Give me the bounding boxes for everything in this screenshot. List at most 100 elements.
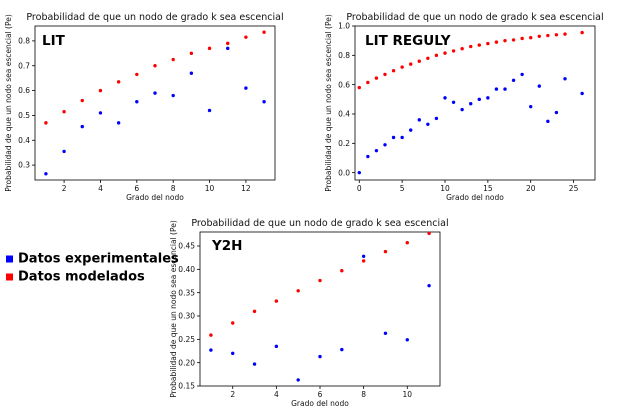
data-point: [262, 100, 266, 104]
data-point: [226, 46, 230, 51]
legend-swatch: [6, 273, 13, 281]
x-axis-label: Grado del nodo: [446, 193, 504, 202]
y-tick-label: 0.6: [338, 80, 350, 89]
data-point: [252, 362, 257, 366]
y-tick-label: 0.4: [18, 136, 30, 145]
data-point: [554, 33, 559, 37]
data-point: [460, 107, 464, 112]
y-axis-label: Probabilidad de que un nodo sea escencia…: [4, 14, 13, 192]
data-point: [44, 172, 48, 176]
data-point: [503, 38, 507, 43]
x-axis-label: Grado del nodo: [126, 193, 184, 202]
data-point: [537, 84, 541, 88]
x-tick-label: 20: [526, 184, 536, 193]
data-point: [62, 109, 66, 114]
x-tick-label: 2: [62, 184, 67, 193]
data-point: [529, 36, 533, 40]
data-point: [469, 44, 473, 49]
y-tick-label: 0.35: [178, 288, 195, 297]
data-point: [391, 135, 396, 140]
series-modelled: [357, 30, 584, 90]
data-point: [296, 378, 300, 382]
data-point: [434, 116, 439, 121]
x-tick-label: 2: [230, 390, 235, 399]
data-point: [580, 30, 584, 35]
data-point: [171, 93, 175, 98]
data-point: [44, 121, 48, 125]
data-point: [252, 309, 257, 314]
data-point: [494, 87, 499, 91]
y-tick-label: 0.3: [18, 161, 30, 170]
data-point: [366, 80, 370, 85]
y-axis-label: Probabilidad de que un nodo sea escencia…: [324, 14, 333, 192]
y-tick-label: 0.4: [338, 110, 350, 119]
data-point: [529, 104, 533, 109]
x-tick-label: 10: [440, 184, 450, 193]
x-tick-label: 10: [402, 390, 412, 399]
data-point: [153, 91, 157, 95]
data-point: [405, 338, 409, 342]
data-point: [511, 78, 516, 82]
data-point: [477, 43, 481, 47]
chart-tag: LIT REGULY: [365, 33, 451, 49]
data-point: [135, 100, 139, 104]
data-point: [427, 283, 431, 288]
chart-1: Probabilidad de que un nodo de grado k s…: [4, 12, 284, 202]
series-experimental: [357, 72, 584, 175]
data-point: [511, 38, 516, 42]
data-point: [361, 254, 366, 258]
y-tick-label: 0.8: [18, 37, 30, 46]
data-point: [427, 231, 431, 236]
legend: Datos experimentales Datos modelados: [6, 252, 179, 285]
data-point: [451, 49, 456, 53]
chart-2: Probabilidad de que un nodo de grado k s…: [324, 12, 604, 202]
data-point: [340, 269, 344, 273]
data-point: [383, 249, 388, 254]
x-tick-label: 0: [357, 184, 362, 193]
chart-title: Probabilidad de que un nodo de grado k s…: [26, 12, 283, 23]
data-point: [274, 344, 279, 349]
data-point: [274, 299, 279, 303]
data-point: [537, 34, 541, 38]
y-tick-label: 0.5: [18, 111, 30, 120]
data-point: [116, 80, 121, 84]
data-point: [400, 135, 404, 140]
data-point: [116, 121, 121, 125]
x-tick-label: 25: [569, 184, 579, 193]
data-point: [357, 170, 361, 175]
data-point: [207, 108, 212, 113]
x-tick-label: 6: [134, 184, 139, 193]
data-point: [209, 348, 213, 352]
x-tick-label: 15: [483, 184, 493, 193]
data-point: [443, 51, 447, 55]
data-point: [417, 118, 421, 122]
series-modelled: [209, 231, 431, 337]
x-tick-label: 4: [274, 390, 279, 399]
data-point: [486, 41, 490, 46]
data-point: [546, 119, 550, 124]
data-point: [189, 71, 194, 75]
data-point: [383, 143, 387, 147]
chart-3: Probabilidad de que un nodo de grado k s…: [169, 218, 449, 408]
data-point: [244, 86, 248, 90]
y-tick-label: 0.0: [338, 168, 350, 177]
data-point: [62, 149, 66, 154]
data-point: [494, 40, 499, 44]
legend-label: Datos modelados: [18, 270, 145, 285]
data-point: [244, 35, 248, 39]
data-point: [296, 289, 300, 293]
data-point: [340, 347, 344, 352]
data-point: [357, 85, 361, 90]
data-point: [153, 64, 157, 68]
data-point: [426, 122, 430, 126]
y-tick-label: 0.2: [338, 139, 350, 148]
data-point: [226, 41, 230, 46]
data-point: [231, 351, 235, 356]
x-tick-label: 10: [205, 184, 215, 193]
data-point: [189, 51, 194, 56]
data-point: [135, 72, 139, 77]
x-tick-label: 5: [400, 184, 405, 193]
data-point: [520, 72, 524, 77]
data-point: [554, 110, 559, 115]
